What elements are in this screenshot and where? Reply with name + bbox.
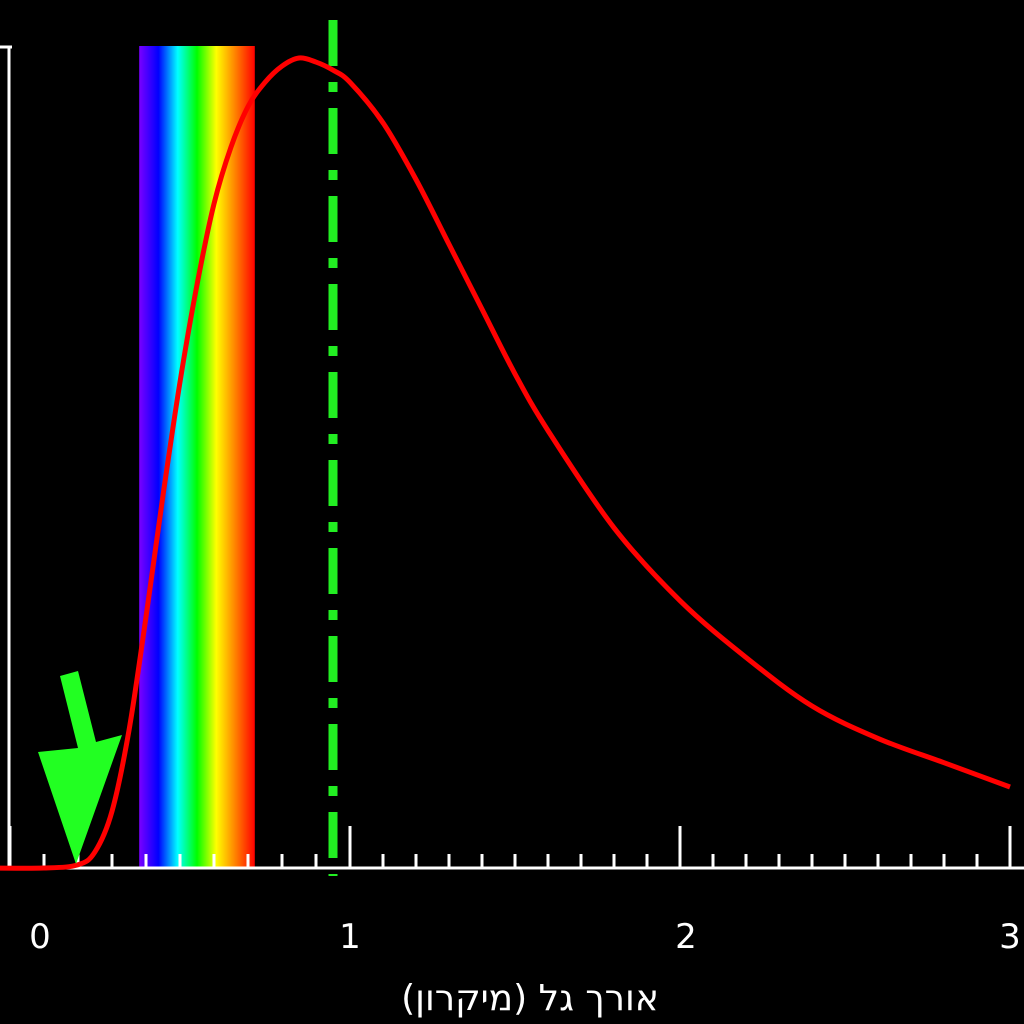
arrow-shape [38, 671, 122, 864]
minor-ticks [8, 826, 1012, 868]
x-tick-label: 1 [339, 917, 361, 957]
x-tick-label: 0 [29, 917, 51, 957]
series-line-blackbody [0, 55, 1011, 871]
x-tick-label: 3 [999, 917, 1021, 957]
x-tick-label: 2 [675, 917, 697, 957]
axes [0, 45, 1024, 870]
x-tick-labels: 0 1 2 3 [29, 917, 1021, 957]
x-axis-title: אורך גל (מיקרון) [401, 978, 659, 1019]
visible-spectrum-band [139, 46, 255, 868]
arrow-annotation [38, 671, 122, 864]
